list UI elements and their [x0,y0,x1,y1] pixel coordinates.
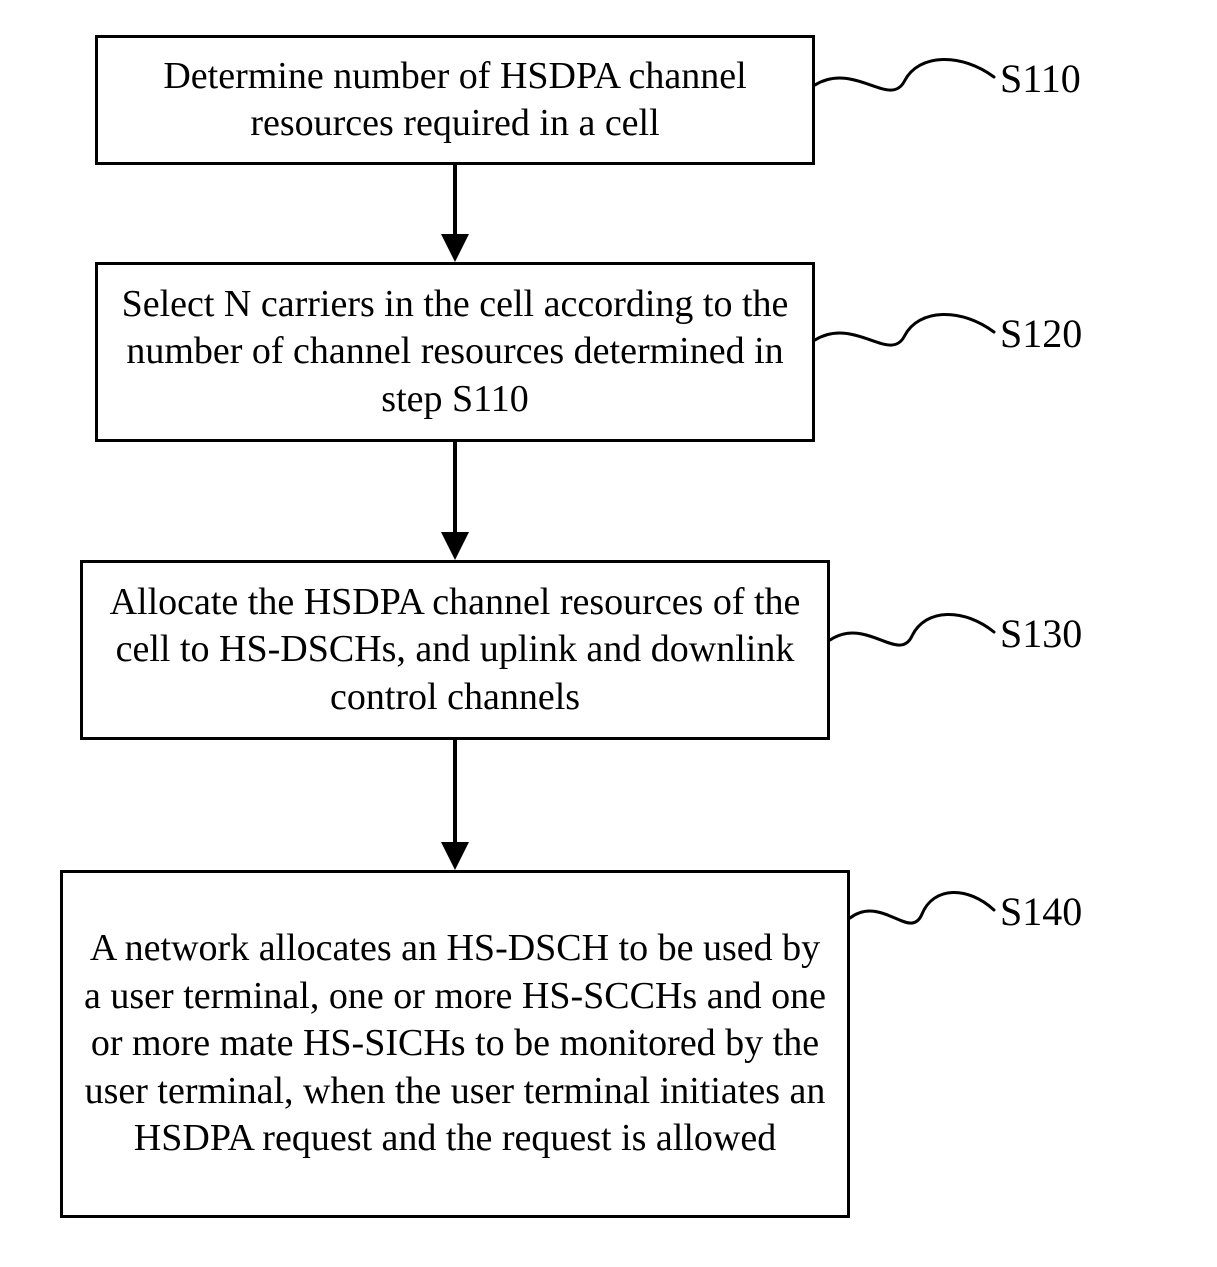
step-label: S120 [1000,310,1082,357]
flowchart-node-text: Select N carriers in the cell according … [116,281,794,424]
flowchart-node-text: A network allocates an HS-DSCH to be use… [81,925,829,1163]
flowchart-node: Determine number of HSDPA channel resour… [95,35,815,165]
flowchart-node: Allocate the HSDPA channel resources of … [80,560,830,740]
step-label: S110 [1000,55,1081,102]
flowchart-canvas: Determine number of HSDPA channel resour… [0,0,1217,1267]
step-label: S130 [1000,610,1082,657]
flowchart-node: A network allocates an HS-DSCH to be use… [60,870,850,1218]
flowchart-node-text: Allocate the HSDPA channel resources of … [101,579,809,722]
flowchart-node: Select N carriers in the cell according … [95,262,815,442]
step-label: S140 [1000,888,1082,935]
flowchart-node-text: Determine number of HSDPA channel resour… [116,53,794,148]
